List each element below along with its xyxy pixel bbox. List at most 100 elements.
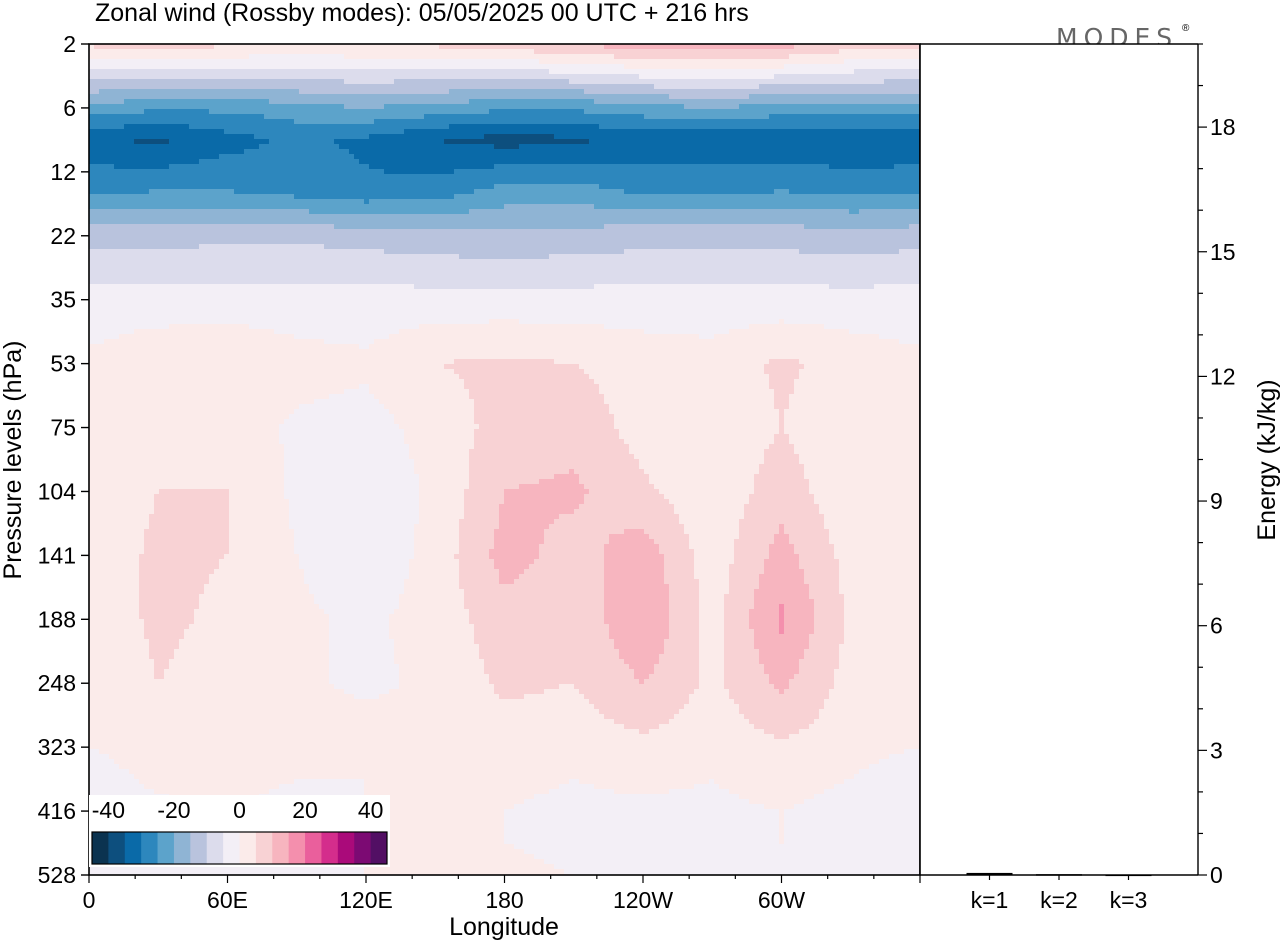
field-cell — [119, 184, 125, 190]
field-cell — [759, 179, 765, 185]
field-cell — [519, 89, 525, 95]
field-cell — [409, 119, 415, 125]
field-cell — [819, 74, 825, 80]
field-cell — [134, 139, 140, 145]
field-cell — [714, 169, 720, 175]
field-cell — [404, 169, 410, 175]
field-cell — [304, 59, 310, 65]
field-cell — [574, 149, 580, 155]
field-cell — [804, 114, 810, 120]
field-cell — [294, 119, 300, 125]
field-cell — [654, 144, 660, 150]
field-cell — [284, 74, 290, 80]
field-cell — [884, 59, 890, 65]
field-cell — [419, 64, 425, 70]
field-cell — [589, 164, 595, 170]
field-cell — [644, 69, 650, 75]
field-cell — [634, 129, 640, 135]
field-cell — [109, 144, 115, 150]
field-cell — [834, 64, 840, 70]
field-cell — [314, 104, 320, 110]
field-cell — [134, 84, 140, 90]
field-cell — [804, 84, 810, 90]
field-cell — [654, 174, 660, 180]
field-cell — [324, 179, 330, 185]
field-cell — [699, 129, 705, 135]
field-cell — [594, 184, 600, 190]
field-cell — [279, 119, 285, 125]
field-cell — [339, 119, 345, 125]
field-cell — [489, 184, 495, 190]
field-cell — [879, 154, 885, 160]
field-cell — [299, 159, 305, 165]
field-cell — [199, 109, 205, 115]
field-cell — [839, 189, 845, 195]
field-cell — [639, 99, 645, 105]
field-cell — [479, 189, 485, 195]
field-cell — [784, 99, 790, 105]
field-cell — [649, 59, 655, 65]
field-cell — [454, 169, 460, 175]
field-cell — [484, 154, 490, 160]
field-cell — [419, 149, 425, 155]
field-cell — [609, 64, 615, 70]
field-cell — [374, 94, 380, 100]
field-cell — [589, 54, 595, 60]
field-cell — [224, 159, 230, 165]
field-cell — [794, 89, 800, 95]
field-cell — [219, 169, 225, 175]
field-cell — [629, 144, 635, 150]
field-cell — [434, 149, 440, 155]
field-cell — [104, 74, 110, 80]
field-cell — [149, 174, 155, 180]
field-cell — [274, 94, 280, 100]
field-cell — [904, 164, 910, 170]
field-cell — [534, 79, 540, 85]
field-cell — [729, 169, 735, 175]
field-cell — [859, 154, 865, 160]
field-cell — [534, 69, 540, 75]
field-cell — [464, 134, 470, 140]
field-cell — [509, 64, 515, 70]
field-cell — [444, 164, 450, 170]
field-cell — [664, 84, 670, 90]
field-cell — [569, 129, 575, 135]
field-cell — [679, 89, 685, 95]
field-cell — [819, 154, 825, 160]
field-cell — [569, 159, 575, 165]
field-cell — [694, 144, 700, 150]
field-cell — [354, 144, 360, 150]
field-cell — [669, 134, 675, 140]
field-cell — [424, 189, 430, 195]
field-cell — [569, 94, 575, 100]
field-cell — [319, 59, 325, 65]
field-cell — [549, 99, 555, 105]
field-cell — [159, 54, 165, 60]
field-cell — [214, 129, 220, 135]
field-cell — [139, 109, 145, 115]
field-cell — [799, 174, 805, 180]
field-cell — [119, 79, 125, 85]
field-cell — [909, 119, 915, 125]
field-cell — [514, 144, 520, 150]
field-cell — [769, 99, 775, 105]
field-cell — [854, 184, 860, 190]
field-cell — [184, 119, 190, 125]
field-cell — [784, 64, 790, 70]
field-cell — [764, 104, 770, 110]
field-cell — [359, 114, 365, 120]
field-cell — [904, 139, 910, 145]
field-cell — [264, 179, 270, 185]
field-cell — [409, 44, 415, 50]
field-cell — [539, 134, 545, 140]
field-cell — [94, 134, 100, 140]
field-cell — [759, 129, 765, 135]
field-cell — [349, 174, 355, 180]
field-cell — [429, 144, 435, 150]
field-cell — [334, 119, 340, 125]
field-cell — [439, 129, 445, 135]
field-cell — [504, 159, 510, 165]
field-cell — [749, 174, 755, 180]
field-cell — [749, 44, 755, 50]
field-cell — [179, 189, 185, 195]
